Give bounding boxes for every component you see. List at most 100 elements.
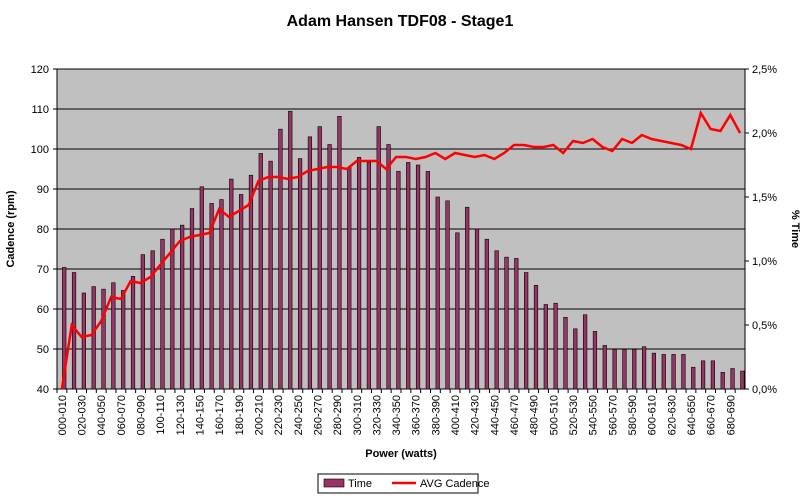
- bar: [710, 360, 715, 390]
- bar: [415, 164, 421, 390]
- bar: [465, 206, 470, 390]
- bar: [730, 368, 735, 390]
- bar: [327, 144, 332, 390]
- bar: [258, 153, 263, 390]
- bar: [573, 328, 578, 390]
- x-tick-label: 040-050: [96, 395, 108, 435]
- bar: [661, 354, 666, 390]
- bar: [297, 158, 303, 390]
- bar: [101, 288, 106, 390]
- x-tick-label: 520-530: [568, 395, 580, 435]
- y-axis-title: Cadence (rpm): [5, 190, 17, 267]
- bar: [641, 346, 647, 390]
- bar: [563, 317, 568, 390]
- bar: [602, 345, 607, 390]
- bar: [170, 228, 175, 390]
- bar: [307, 136, 313, 390]
- line: [60, 109, 742, 390]
- legend-swatch: [323, 478, 345, 488]
- y2-tick-label: 1,0%: [752, 256, 777, 268]
- x-tick-label: 540-550: [588, 395, 600, 435]
- bar: [81, 292, 86, 390]
- bar: [455, 232, 460, 390]
- bar: [160, 238, 165, 390]
- bar: [111, 282, 116, 390]
- x-tick-label: 640-650: [686, 395, 698, 435]
- x-tick-label: 080-090: [136, 395, 148, 435]
- x-tick-label: 660-670: [706, 395, 718, 435]
- x-tick-label: 300-310: [352, 395, 364, 435]
- y-tick-label: 80: [37, 224, 49, 236]
- bar: [494, 250, 499, 390]
- x-tick-label: 160-170: [214, 395, 226, 435]
- bar: [248, 174, 254, 390]
- bar: [406, 162, 411, 390]
- y-tick-label: 40: [37, 384, 49, 396]
- bar: [209, 203, 214, 390]
- legend-label: AVG Cadence: [420, 478, 490, 490]
- x-tick-label: 360-370: [411, 395, 423, 435]
- x-tick-label: 280-290: [332, 395, 344, 435]
- bar: [583, 314, 588, 390]
- x-tick-label: 340-350: [391, 395, 403, 435]
- bar: [514, 258, 519, 390]
- y-tick-label: 60: [37, 304, 49, 316]
- x-tick-label: 180-190: [234, 395, 246, 435]
- bar: [366, 162, 372, 390]
- x-tick-label: 260-270: [312, 395, 324, 435]
- x-tick-label: 480-490: [529, 395, 541, 435]
- bar: [317, 126, 322, 390]
- bar: [445, 200, 450, 390]
- bar: [651, 352, 657, 390]
- bar: [740, 370, 745, 390]
- bar: [288, 110, 293, 390]
- y-tick-label: 100: [31, 144, 49, 156]
- bar: [130, 276, 136, 390]
- bar: [524, 272, 529, 390]
- bar: [612, 349, 617, 390]
- x-tick-label: 240-250: [293, 395, 305, 435]
- bar: [681, 354, 686, 390]
- bar: [622, 349, 627, 390]
- bar: [219, 199, 224, 390]
- bar: [62, 267, 67, 390]
- y2-tick-label: 0,0%: [752, 384, 777, 396]
- x-tick-label: 320-330: [371, 395, 383, 435]
- x-tick-label: 580-590: [627, 395, 639, 435]
- x-tick-label: 420-430: [470, 395, 482, 435]
- x-tick-label: 120-130: [175, 395, 187, 435]
- x-tick-label: 460-470: [509, 395, 521, 435]
- x-tick-label: 600-610: [647, 395, 659, 435]
- y-tick-label: 120: [31, 64, 49, 76]
- x-tick-label: 060-070: [116, 395, 128, 435]
- bar: [91, 286, 96, 390]
- y2-tick-label: 1,5%: [752, 192, 777, 204]
- bar: [543, 304, 548, 390]
- bar: [396, 171, 401, 390]
- x-tick-label: 560-570: [607, 395, 619, 435]
- bar: [553, 302, 558, 390]
- bar: [592, 331, 598, 390]
- bar: [229, 178, 234, 390]
- x-tick-label: 140-150: [195, 395, 207, 435]
- bar: [189, 208, 195, 390]
- bar: [720, 372, 725, 390]
- bar: [474, 228, 480, 390]
- y2-tick-label: 2,0%: [752, 128, 777, 140]
- y-tick-label: 70: [37, 264, 49, 276]
- bar: [268, 160, 273, 390]
- x-tick-label: 200-210: [253, 395, 265, 435]
- bar: [239, 194, 244, 390]
- x-tick-label: 400-410: [450, 395, 462, 435]
- bar: [504, 256, 509, 390]
- x-tick-label: 440-450: [489, 395, 501, 435]
- y-tick-label: 90: [37, 184, 49, 196]
- bar: [376, 126, 381, 390]
- chart-title: Adam Hansen TDF08 - Stage1: [287, 13, 514, 30]
- bar: [347, 167, 352, 390]
- y2-tick-label: 2,5%: [752, 64, 777, 76]
- bar: [533, 285, 539, 390]
- x-tick-label: 680-690: [725, 395, 737, 435]
